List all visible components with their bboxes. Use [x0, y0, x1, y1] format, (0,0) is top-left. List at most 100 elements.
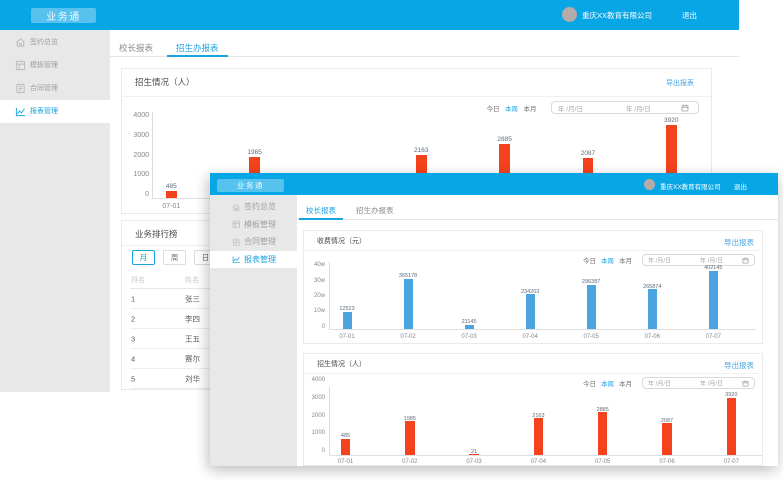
filter-today[interactable]: 今日 [583, 257, 596, 265]
y-tick-label: 3000 [311, 394, 325, 401]
y-tick-label: 0 [321, 448, 325, 455]
x-tick-label: 07-04 [530, 458, 547, 465]
bar [647, 289, 657, 330]
tab-1[interactable]: 校长报表 [299, 207, 343, 220]
export-report-link[interactable]: 导出报表 [724, 237, 754, 247]
app-header: 业务通 重庆XX教育有限公司 退出 [210, 173, 778, 195]
divider [304, 372, 762, 374]
range-button-月[interactable]: 月 [132, 250, 155, 265]
x-tick-label: 07-02 [400, 334, 416, 340]
logout-button[interactable]: 退出 [734, 183, 747, 191]
x-tick-label: 07-05 [595, 458, 611, 465]
x-tick-label: 07-06 [659, 458, 675, 465]
sidebar: 签约总览模板管理合同管理报表管理 [0, 30, 110, 392]
filter-week[interactable]: 本周 [601, 257, 614, 265]
bar-value-label: 402145 [704, 265, 723, 272]
bar-chart: 0 10w 20w 30w 40w 12523 07-01 365178 07-02 21145 0… [304, 231, 762, 343]
sidebar-item-2[interactable]: 模板管理 [210, 216, 297, 234]
x-tick-label: 07-07 [705, 334, 721, 340]
date-range-input[interactable]: 年 /月/日 年 /月/日 [551, 101, 699, 114]
window-front: 业务通 重庆XX教育有限公司 退出 签约总览 模板管理 合同管理 报表管理 校长报表招… [210, 173, 778, 466]
y-tick-label: 0 [145, 190, 149, 198]
filter-week[interactable]: 本周 [505, 105, 518, 113]
bar [403, 278, 413, 330]
bar [597, 412, 608, 455]
tab-1[interactable]: 校长报表 [119, 43, 154, 53]
y-axis-line [329, 387, 330, 455]
date-start-placeholder: 年 /月/日 [648, 258, 672, 264]
sidebar-item-label: 合同管理 [30, 85, 58, 92]
date-end-placeholder: 年 /月/日 [700, 381, 724, 387]
filter-month[interactable]: 本月 [523, 105, 537, 113]
export-report-link[interactable]: 导出报表 [666, 80, 694, 87]
y-tick-label: 2000 [311, 412, 325, 419]
bar-value-label: 2087 [660, 417, 674, 424]
sidebar-item-1[interactable]: 签约总览 [0, 31, 110, 54]
calendar-icon[interactable] [742, 380, 749, 387]
card-title: 招生情况（人） [317, 361, 366, 368]
x-tick-label: 07-01 [162, 203, 181, 210]
sidebar-item-4[interactable]: 报表管理 [0, 99, 110, 123]
filter-month[interactable]: 本月 [619, 380, 632, 388]
export-report-link[interactable]: 导出报表 [724, 360, 754, 370]
x-tick-label: 07-01 [339, 334, 355, 340]
range-button-周[interactable]: 周 [163, 250, 186, 265]
y-tick-label: 3000 [133, 131, 149, 139]
sidebar-item-label: 模板管理 [244, 219, 276, 229]
x-axis-line [329, 455, 762, 456]
bar-value-label: 2087 [580, 149, 596, 157]
bar-value-label: 2885 [596, 406, 609, 413]
sidebar-item-2[interactable]: 模板管理 [0, 54, 110, 77]
y-axis-line [329, 262, 330, 330]
x-tick-label: 07-03 [466, 458, 482, 465]
tab-bar: 校长报表 招生办报表 [297, 195, 778, 220]
sidebar-item-3[interactable]: 合同管理 [210, 233, 297, 251]
tab-2[interactable]: 招生办报表 [167, 44, 228, 57]
divider [122, 95, 711, 97]
date-end-placeholder: 年 /月/日 [700, 258, 724, 264]
brand-logo[interactable]: 业务通 [31, 8, 96, 23]
bar [586, 284, 596, 330]
y-axis-line [151, 112, 153, 198]
sidebar-item-1[interactable]: 签约总览 [210, 198, 297, 216]
template-icon [232, 220, 241, 229]
avatar[interactable] [644, 178, 655, 190]
sidebar-item-3[interactable]: 合同管理 [0, 77, 110, 100]
bar-value-label: 2163 [532, 412, 545, 419]
sidebar-item-4[interactable]: 报表管理 [210, 250, 297, 268]
filter-today[interactable]: 今日 [583, 380, 596, 388]
date-range-input[interactable]: 年 /月/日 年 /月/日 [642, 376, 755, 389]
brand-logo[interactable]: 业务通 [217, 178, 284, 192]
avatar[interactable] [562, 7, 577, 22]
calendar-icon[interactable] [742, 257, 749, 264]
card-title: 收费情况（元） [317, 238, 366, 245]
divider [304, 249, 762, 251]
tab-2[interactable]: 招生办报表 [356, 206, 394, 215]
app-header: 业务通 重庆XX教育有限公司 退出 [0, 0, 739, 30]
chart-filter: 今日 本周 本月 年 /月/日 年 /月/日 [583, 376, 755, 389]
bar [166, 191, 177, 198]
filter-month[interactable]: 本月 [619, 257, 632, 265]
chart-card-fees: 收费情况（元） 导出报表 今日 本周 本月 年 /月/日 年 /月/日 [303, 230, 763, 344]
date-start-placeholder: 年 /月/日 [648, 381, 672, 387]
calendar-icon[interactable] [681, 104, 689, 112]
company-name: 重庆XX教育有限公司 [660, 183, 721, 191]
bar [525, 294, 535, 330]
bar-value-label: 485 [165, 183, 177, 190]
bar [726, 397, 737, 455]
bar [342, 311, 352, 330]
bar [708, 270, 718, 330]
chart-card-enrollment: 招生情况（人） 导出报表 今日 本周 本月 年 /月/日 年 /月/日 [303, 353, 763, 466]
bar [662, 423, 672, 455]
filter-week[interactable]: 本周 [601, 380, 614, 388]
sidebar-item-label: 模板管理 [30, 62, 58, 69]
chart-filter: 今日 本周 本月 年 /月/日 年 /月/日 [583, 253, 755, 266]
date-range-input[interactable]: 年 /月/日 年 /月/日 [642, 253, 755, 266]
filter-today[interactable]: 今日 [486, 105, 500, 113]
logout-button[interactable]: 退出 [682, 10, 697, 20]
contract-icon [232, 238, 241, 247]
sidebar-item-label: 签约总览 [30, 39, 58, 46]
bar-value-label: 265874 [643, 283, 662, 290]
y-tick-label: 40w [313, 262, 325, 269]
